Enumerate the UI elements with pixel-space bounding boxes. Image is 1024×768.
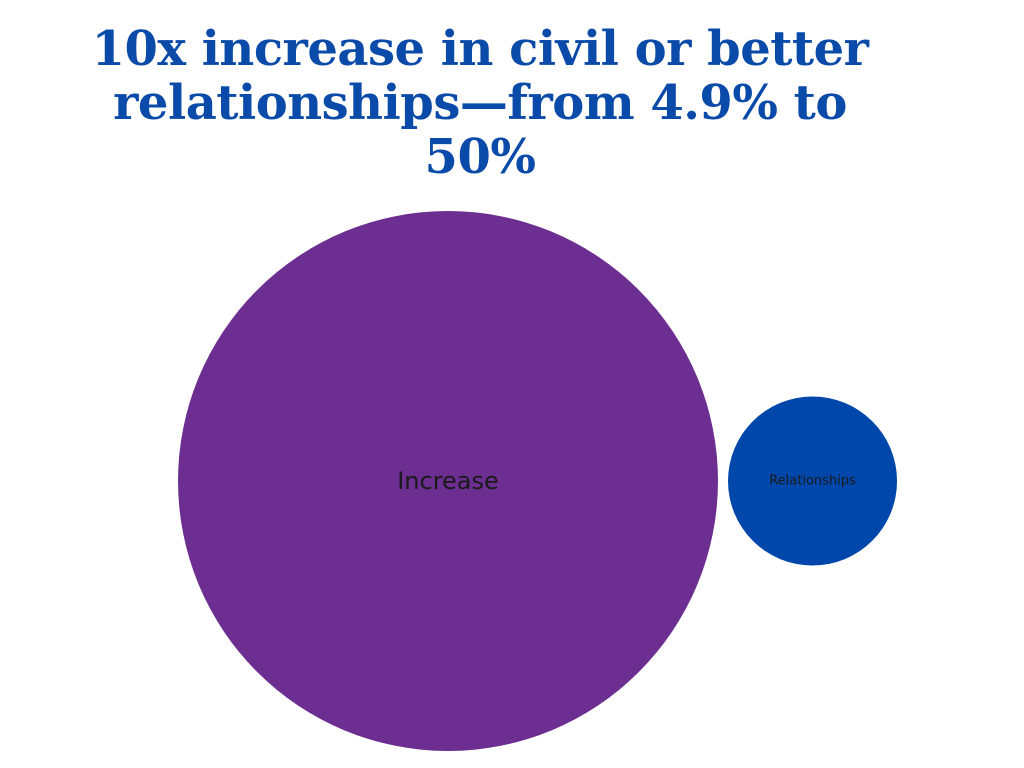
bubble-increase — [178, 211, 718, 751]
bubble-group: Increase Relationships — [178, 211, 898, 751]
chart-title: 10x increase in civil or better relation… — [91, 21, 869, 185]
bubble-label-relationships: Relationships — [769, 474, 856, 489]
bubble-relationships — [728, 396, 898, 566]
bubble-label-increase: Increase — [397, 467, 499, 495]
